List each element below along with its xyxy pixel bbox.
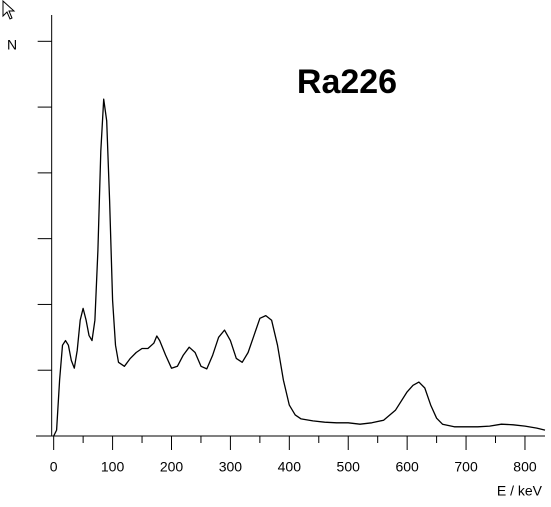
chart-title: Ra226 <box>297 63 397 101</box>
x-tick-label: 600 <box>395 459 419 475</box>
x-tick-label: 500 <box>337 459 361 475</box>
spectrum-line <box>53 98 546 437</box>
x-tick-label: 400 <box>278 459 302 475</box>
x-tick-label: 300 <box>219 459 243 475</box>
x-tick-label: 700 <box>454 459 478 475</box>
x-tick-label: 100 <box>101 459 125 475</box>
x-tick-label: 200 <box>160 459 184 475</box>
mouse-cursor <box>2 0 16 20</box>
x-axis-label: E / keV <box>497 483 543 499</box>
x-tick-label: 800 <box>513 459 537 475</box>
y-axis-label: N <box>7 37 17 53</box>
x-tick-label: 0 <box>50 459 58 475</box>
